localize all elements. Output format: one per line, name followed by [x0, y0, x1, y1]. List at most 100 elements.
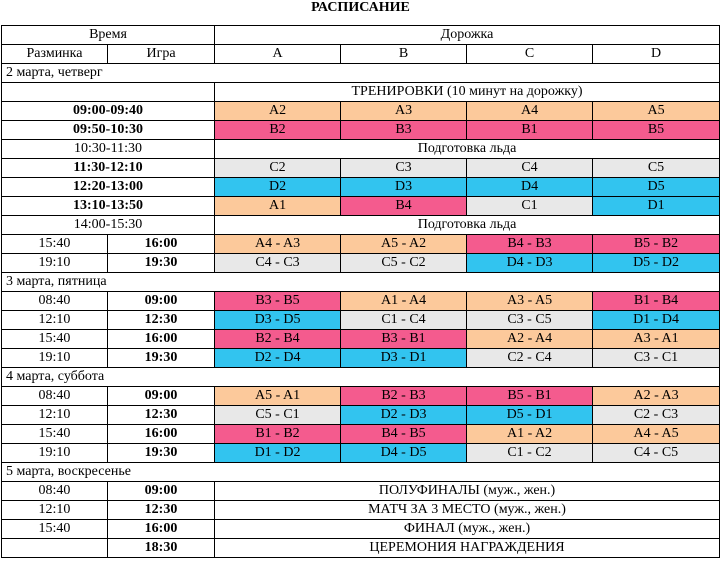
lane-c-cell: C3 - C5	[466, 310, 594, 330]
event-row: 08:40 09:00 ПОЛУФИНАЛЫ (муж., жен.)	[1, 481, 721, 501]
time-range: 09:50-10:30	[0, 120, 216, 140]
header-lane-a: A	[214, 44, 342, 64]
event-label: ПОЛУФИНАЛЫ (муж., жен.)	[214, 481, 721, 501]
lane-d-cell: A3 - A1	[592, 329, 721, 349]
day-label: 4 марта, суббота	[0, 367, 721, 387]
day-row: 4 марта, суббота	[0, 367, 721, 387]
event-row: 14:00-15:30 Подготовка льда	[0, 215, 721, 235]
game-time: 12:30	[106, 500, 216, 520]
lane-d-cell: A5	[592, 101, 721, 121]
game-row: 09:50-10:30 B2 B3 B1 B5	[0, 120, 721, 140]
lane-d-cell: D5 - D2	[592, 253, 721, 273]
lane-b-cell: C1 - C4	[340, 310, 468, 330]
lane-d-cell: C2 - C3	[592, 405, 721, 425]
lane-a-cell: A1	[214, 196, 342, 216]
game-time: 18:30	[106, 538, 216, 558]
day-row: 5 марта, воскресенье	[0, 462, 721, 482]
lane-a-cell: B2	[214, 120, 342, 140]
time-range: 10:30-11:30	[0, 139, 216, 159]
lane-a-cell: C5 - C1	[214, 405, 342, 425]
game-time: 16:00	[106, 329, 216, 349]
game-row: 12:10 12:30 C5 - C1 D2 - D3 D5 - D1 C2 - C3	[1, 405, 721, 425]
warmup-time: 15:40	[1, 234, 108, 254]
game-row: 08:40 09:00 B3 - B5 A1 - A4 A3 - A5 B1 - B4	[1, 291, 721, 311]
header-row-top: Время Дорожка	[0, 25, 721, 45]
header-game: Игра	[106, 44, 216, 64]
day-label: 5 марта, воскресенье	[0, 462, 721, 482]
warmup-time: 19:10	[1, 443, 108, 463]
game-time: 09:00	[106, 386, 216, 406]
lane-b-cell: C3	[340, 158, 468, 178]
lane-a-cell: C4 - C3	[214, 253, 342, 273]
game-row: 12:10 12:30 D3 - D5 C1 - C4 C3 - C5 D1 - D4	[1, 310, 721, 330]
lane-d-cell: B1 - B4	[592, 291, 721, 311]
warmup-time: 08:40	[1, 386, 108, 406]
lane-c-cell: C2 - C4	[466, 348, 594, 368]
header-lane-c: C	[466, 44, 594, 64]
event-row: 12:10 12:30 МАТЧ ЗА 3 МЕСТО (муж., жен.)	[1, 500, 721, 520]
game-row: 15:40 16:00 A4 - A3 A5 - A2 B4 - B3 B5 - B2	[1, 234, 721, 254]
lane-d-cell: C5	[592, 158, 721, 178]
lane-b-cell: A3	[340, 101, 468, 121]
lane-c-cell: A2 - A4	[466, 329, 594, 349]
lane-c-cell: B4 - B3	[466, 234, 594, 254]
warmup-time: 15:40	[1, 519, 108, 539]
time-range: 11:30-12:10	[0, 158, 216, 178]
lane-d-cell: C4 - C5	[592, 443, 721, 463]
game-row: 19:10 19:30 D1 - D2 D4 - D5 C1 - C2 C4 - C5	[1, 443, 721, 463]
warmup-time: 12:10	[1, 405, 108, 425]
event-label: Подготовка льда	[214, 215, 721, 235]
lane-d-cell: D1 - D4	[592, 310, 721, 330]
game-row: 09:00-09:40 A2 A3 A4 A5	[0, 101, 721, 121]
lane-c-cell: B5 - B1	[466, 386, 594, 406]
lane-a-cell: B1 - B2	[214, 424, 342, 444]
lane-c-cell: B1	[466, 120, 594, 140]
game-row: 13:10-13:50 A1 B4 C1 D1	[0, 196, 721, 216]
game-row: 19:10 19:30 C4 - C3 C5 - C2 D4 - D3 D5 - D2	[1, 253, 721, 273]
lane-c-cell: A3 - A5	[466, 291, 594, 311]
event-row: 18:30 ЦЕРЕМОНИЯ НАГРАЖДЕНИЯ	[1, 538, 721, 558]
page-title: РАСПИСАНИЕ	[311, 0, 410, 15]
lane-a-cell: D2	[214, 177, 342, 197]
lane-d-cell: D5	[592, 177, 721, 197]
lane-d-cell: A2 - A3	[592, 386, 721, 406]
warmup-time: 12:10	[1, 310, 108, 330]
lane-a-cell: A4 - A3	[214, 234, 342, 254]
day-label: 2 марта, четверг	[0, 63, 721, 83]
lane-c-cell: C4	[466, 158, 594, 178]
lane-b-cell: D3	[340, 177, 468, 197]
lane-b-cell: D2 - D3	[340, 405, 468, 425]
header-lane-b: B	[340, 44, 468, 64]
lane-a-cell: A5 - A1	[214, 386, 342, 406]
game-time: 16:00	[106, 234, 216, 254]
game-time: 12:30	[106, 310, 216, 330]
lane-b-cell: D4 - D5	[340, 443, 468, 463]
lane-a-cell: C2	[214, 158, 342, 178]
schedule-table: Время Дорожка Разминка Игра A B C D 2 ма…	[0, 25, 721, 558]
event-row: 15:40 16:00 ФИНАЛ (муж., жен.)	[1, 519, 721, 539]
event-label: Подготовка льда	[214, 139, 721, 159]
event-label: ЦЕРЕМОНИЯ НАГРАЖДЕНИЯ	[214, 538, 721, 558]
lane-b-cell: A1 - A4	[340, 291, 468, 311]
lane-b-cell: B4 - B5	[340, 424, 468, 444]
lane-d-cell: D1	[592, 196, 721, 216]
game-time: 19:30	[106, 253, 216, 273]
lane-b-cell: B3	[340, 120, 468, 140]
warmup-time: 15:40	[1, 329, 108, 349]
game-row: 12:20-13:00 D2 D3 D4 D5	[0, 177, 721, 197]
warmup-time: 12:10	[1, 500, 108, 520]
warmup-time: 19:10	[1, 348, 108, 368]
game-time: 19:30	[106, 443, 216, 463]
lane-d-cell: A4 - A5	[592, 424, 721, 444]
time-range: 12:20-13:00	[0, 177, 216, 197]
event-label: ТРЕНИРОВКИ (10 минут на дорожку)	[214, 82, 721, 102]
game-time: 12:30	[106, 405, 216, 425]
game-time: 09:00	[106, 291, 216, 311]
lane-b-cell: D3 - D1	[340, 348, 468, 368]
header-lane-d: D	[592, 44, 721, 64]
warmup-time: 08:40	[1, 481, 108, 501]
warmup-time: 15:40	[1, 424, 108, 444]
lane-b-cell: B2 - B3	[340, 386, 468, 406]
warmup-time: 19:10	[1, 253, 108, 273]
lane-b-cell: A5 - A2	[340, 234, 468, 254]
